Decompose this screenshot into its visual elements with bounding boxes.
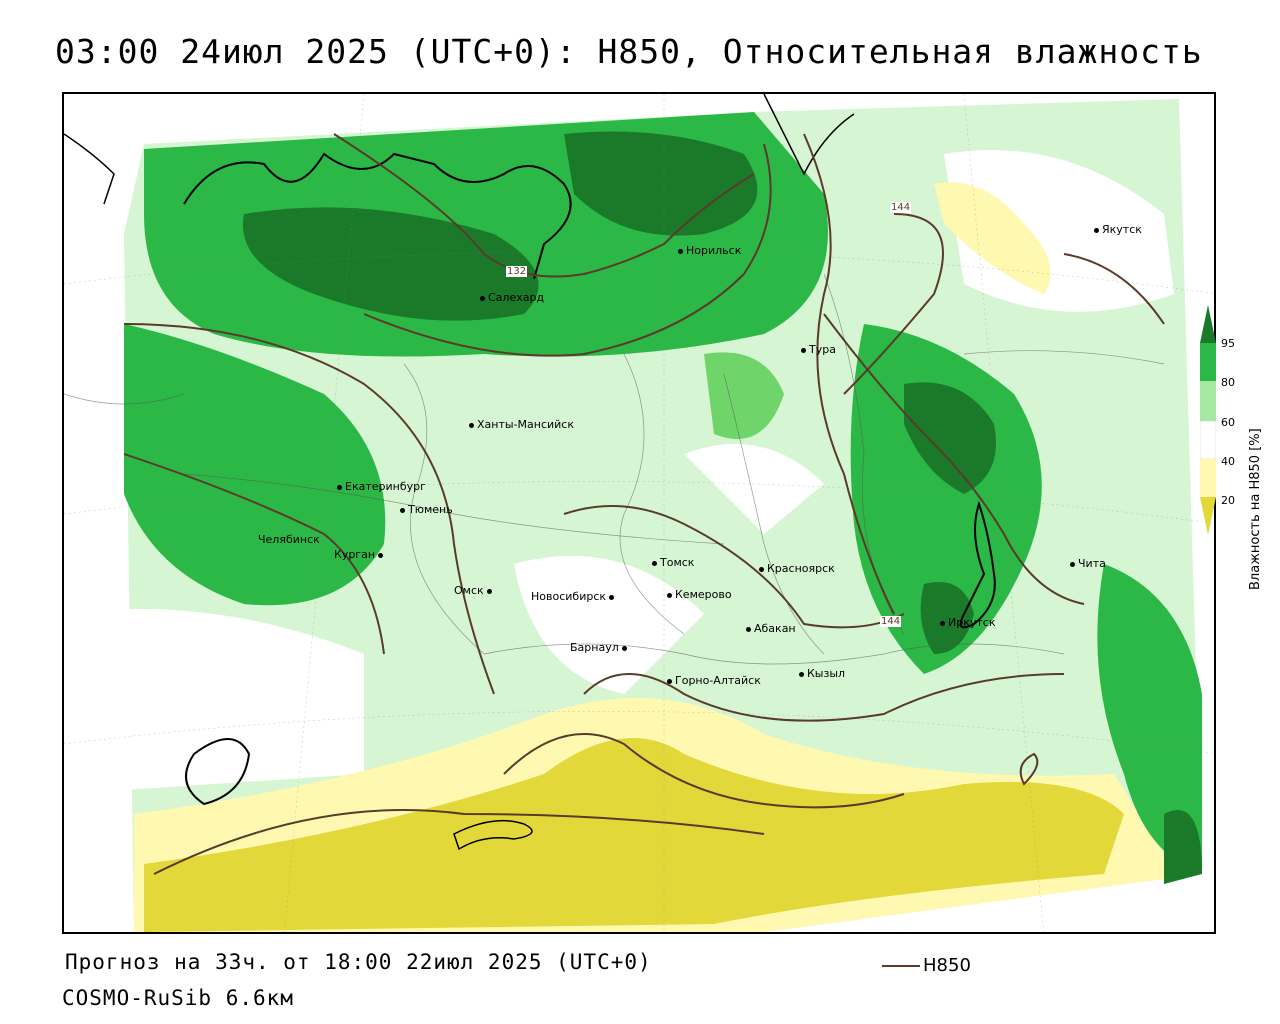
humid-zone-west [124,324,386,606]
balkhash-outline [453,819,533,851]
city-novosibirsk: Новосибирск [531,591,617,603]
humidity-color-scale [1199,305,1217,535]
city-chita: Чита [1070,558,1106,570]
city-kyzyl: Кызыл [799,668,845,680]
city-abakan: Абакан [746,623,796,635]
city-tyumen: Тюмень [400,504,453,516]
caspian-outline [185,738,251,806]
legend-bottom-arrow [1200,497,1216,535]
legend-tick: 80 [1221,376,1235,389]
city-yekaterinburg: Екатеринбург [337,481,426,493]
humidity-field [64,94,1214,932]
legend-tick: 40 [1221,455,1235,468]
city-salekhard: Салехард [480,292,544,304]
city-krasnoyarsk: Красноярск [759,563,835,575]
city-gorno-altaysk: Горно-Алтайск [667,675,761,687]
city-kemerovo: Кемерово [667,589,732,601]
contour-key-line [882,965,920,967]
legend-20-40 [1200,459,1216,497]
city-irkutsk: Иркутск [940,617,995,629]
contour-label: 132 [506,266,528,277]
legend-40-60 [1199,420,1217,460]
city-barnaul: Барнаул [570,642,630,654]
baikal-outline [959,500,996,629]
model-name: COSMO-RuSib 6.6км [62,986,294,1010]
legend-tick: 60 [1221,416,1235,429]
forecast-map: 132 144 144 Якутск Норильск Салехард Тур… [62,92,1216,934]
city-chelyabinsk: Челябинск [258,533,320,546]
legend-60-80 [1200,381,1216,421]
contour-key: H850 [882,955,971,976]
city-omsk: Омск [454,585,495,597]
legend-tick: 95 [1221,337,1235,350]
contour-key-label: H850 [923,955,971,976]
city-yakutsk: Якутск [1094,224,1142,236]
region-borders [64,273,1165,665]
city-tomsk: Томск [652,557,694,569]
coastline [183,152,572,280]
city-tura: Тура [801,344,836,356]
map-title: 03:00 24июл 2025 (UTC+0): H850, Относите… [55,32,1203,71]
legend-tick: 20 [1221,494,1235,507]
city-norilsk: Норильск [678,245,741,257]
h850-contours [123,133,1165,875]
legend-80-95 [1200,343,1216,381]
forecast-info: Прогноз на 33ч. от 18:00 22июл 2025 (UTC… [65,950,652,974]
legend-title: Влажность на H850 [%] [1248,428,1263,590]
city-kurgan: Курган [334,549,386,561]
contour-label: 144 [880,616,902,627]
contour-label: 144 [890,202,912,213]
city-khanty-mansiysk: Ханты-Мансийск [469,419,574,431]
legend-top-arrow [1200,305,1216,343]
